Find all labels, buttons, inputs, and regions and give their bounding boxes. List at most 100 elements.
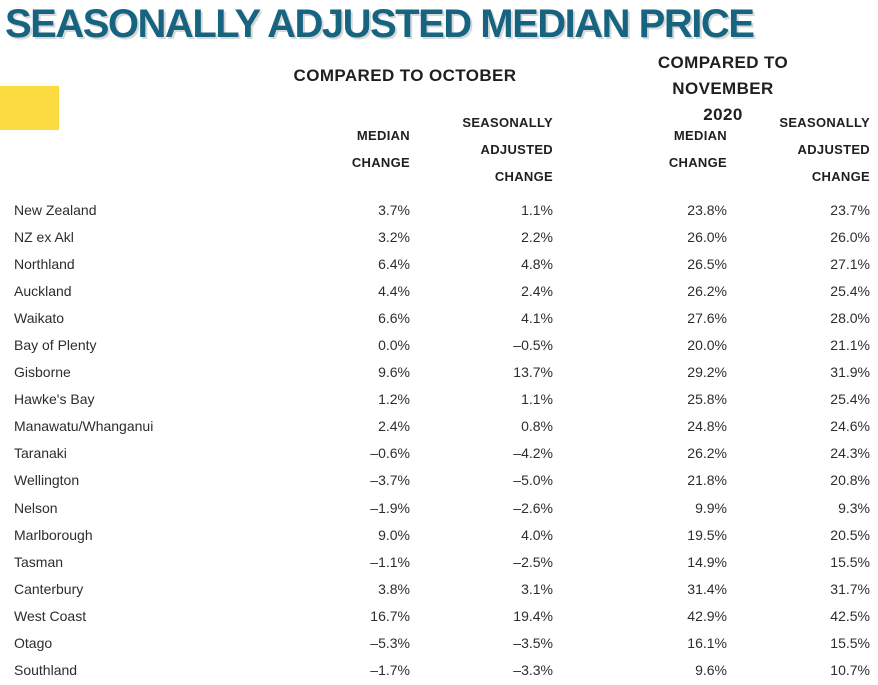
seasonally-adjusted-change-nov-value: 26.0% (830, 228, 870, 245)
region-label: Nelson (14, 499, 58, 516)
column-header-seasonally-adjusted-change-oct: SEASONALLY ADJUSTED CHANGE (462, 114, 553, 184)
column-headers-row: MEDIAN CHANGE SEASONALLY ADJUSTED CHANGE… (14, 103, 870, 195)
seasonally-adjusted-change-oct-value: –4.2% (513, 445, 553, 462)
table-row: Nelson –1.9% –2.6% 9.9% 9.3% (14, 494, 870, 521)
region-label: NZ ex Akl (14, 228, 74, 245)
median-change-nov-value: 26.5% (687, 255, 727, 272)
page-title: SEASONALLY ADJUSTED MEDIAN PRICE (5, 2, 755, 46)
table-row: West Coast 16.7% 19.4% 42.9% 42.5% (14, 602, 870, 629)
seasonally-adjusted-change-nov-value: 15.5% (830, 553, 870, 570)
seasonally-adjusted-change-nov-value: 24.6% (830, 418, 870, 435)
seasonally-adjusted-change-oct-value: 4.1% (521, 309, 553, 326)
median-change-nov-value: 26.2% (687, 445, 727, 462)
seasonally-adjusted-change-nov-value: 25.4% (830, 282, 870, 299)
seasonally-adjusted-change-oct-value: –3.5% (513, 635, 553, 652)
median-change-nov-value: 19.5% (687, 526, 727, 543)
table-row: Canterbury 3.8% 3.1% 31.4% 31.7% (14, 575, 870, 602)
seasonally-adjusted-change-nov-value: 42.5% (830, 607, 870, 624)
median-change-oct-value: –1.9% (370, 499, 410, 516)
median-change-nov-value: 20.0% (687, 337, 727, 354)
median-change-nov-value: 27.6% (687, 309, 727, 326)
region-label: Tasman (14, 553, 64, 570)
median-change-nov-value: 23.8% (687, 201, 727, 218)
median-change-oct-value: 3.7% (378, 201, 410, 218)
seasonally-adjusted-change-oct-value: –3.3% (513, 662, 553, 679)
table-row: Gisborne 9.6% 13.7% 29.2% 31.9% (14, 359, 870, 386)
median-change-oct-value: 2.4% (378, 418, 410, 435)
median-change-nov-value: 26.0% (687, 228, 727, 245)
region-label: Waikato (14, 309, 65, 326)
median-change-nov-value: 21.8% (687, 472, 727, 489)
region-label: Canterbury (14, 580, 84, 597)
region-label: Northland (14, 255, 75, 272)
median-change-oct-value: 6.6% (378, 309, 410, 326)
seasonally-adjusted-change-oct-value: 13.7% (513, 364, 553, 381)
median-change-oct-value: –0.6% (370, 445, 410, 462)
table-row: Auckland 4.4% 2.4% 26.2% 25.4% (14, 277, 870, 304)
region-label: Hawke's Bay (14, 391, 95, 408)
seasonally-adjusted-change-oct-value: 1.1% (521, 201, 553, 218)
median-change-nov-value: 14.9% (687, 553, 727, 570)
seasonally-adjusted-change-nov-value: 10.7% (830, 662, 870, 679)
table-row: Tasman –1.1% –2.5% 14.9% 15.5% (14, 548, 870, 575)
seasonally-adjusted-change-nov-value: 28.0% (830, 309, 870, 326)
seasonally-adjusted-change-oct-value: 1.1% (521, 391, 553, 408)
column-header-median-change-oct: MEDIAN CHANGE (351, 128, 410, 170)
seasonally-adjusted-change-oct-value: –2.6% (513, 499, 553, 516)
table-row: Taranaki –0.6% –4.2% 26.2% 24.3% (14, 440, 870, 467)
median-change-nov-value: 25.8% (687, 391, 727, 408)
table-row: Manawatu/Whanganui 2.4% 0.8% 24.8% 24.6% (14, 413, 870, 440)
median-change-oct-value: 9.0% (378, 526, 410, 543)
region-label: Manawatu/Whanganui (14, 418, 154, 435)
seasonally-adjusted-change-oct-value: 2.4% (521, 282, 553, 299)
region-label: New Zealand (14, 201, 97, 218)
region-label: Taranaki (14, 445, 67, 462)
seasonally-adjusted-change-nov-value: 15.5% (830, 635, 870, 652)
table-row: Hawke's Bay 1.2% 1.1% 25.8% 25.4% (14, 386, 870, 413)
group-header-compared-to-october: COMPARED TO OCTOBER (293, 66, 517, 85)
table-row: Bay of Plenty 0.0% –0.5% 20.0% 21.1% (14, 331, 870, 358)
table-row: Marlborough 9.0% 4.0% 19.5% 20.5% (14, 521, 870, 548)
region-label: Otago (14, 635, 53, 652)
region-label: Wellington (14, 472, 80, 489)
median-change-nov-value: 24.8% (687, 418, 727, 435)
seasonally-adjusted-change-oct-value: 0.8% (521, 418, 553, 435)
table-row: Wellington –3.7% –5.0% 21.8% 20.8% (14, 467, 870, 494)
median-change-nov-value: 31.4% (687, 580, 727, 597)
seasonally-adjusted-change-nov-value: 20.8% (830, 472, 870, 489)
seasonally-adjusted-change-nov-value: 24.3% (830, 445, 870, 462)
seasonally-adjusted-change-nov-value: 31.9% (830, 364, 870, 381)
column-header-median-change-nov: MEDIAN CHANGE (668, 128, 727, 170)
table-row: Waikato 6.6% 4.1% 27.6% 28.0% (14, 304, 870, 331)
median-change-oct-value: 0.0% (378, 337, 410, 354)
column-header-seasonally-adjusted-change-nov: SEASONALLY ADJUSTED CHANGE (779, 114, 870, 184)
table-row: Southland –1.7% –3.3% 9.6% 10.7% (14, 657, 870, 684)
seasonally-adjusted-change-nov-value: 25.4% (830, 391, 870, 408)
seasonally-adjusted-change-oct-value: 4.8% (521, 255, 553, 272)
median-change-oct-value: 1.2% (378, 391, 410, 408)
region-label: Bay of Plenty (14, 337, 97, 354)
median-change-oct-value: 16.7% (370, 607, 410, 624)
region-label: Gisborne (14, 364, 71, 381)
seasonally-adjusted-change-oct-value: 2.2% (521, 228, 553, 245)
seasonally-adjusted-change-nov-value: 31.7% (830, 580, 870, 597)
median-change-oct-value: –5.3% (370, 635, 410, 652)
median-change-oct-value: 9.6% (378, 364, 410, 381)
median-change-oct-value: 3.8% (378, 580, 410, 597)
region-label: Auckland (14, 282, 72, 299)
median-change-oct-value: 6.4% (378, 255, 410, 272)
region-label: West Coast (14, 607, 87, 624)
seasonally-adjusted-change-nov-value: 20.5% (830, 526, 870, 543)
seasonally-adjusted-change-nov-value: 9.3% (838, 499, 870, 516)
table-row: New Zealand 3.7% 1.1% 23.8% 23.7% (14, 196, 870, 223)
yellow-accent-block (0, 86, 59, 130)
region-label: Southland (14, 662, 78, 679)
table-row: Otago –5.3% –3.5% 16.1% 15.5% (14, 630, 870, 657)
median-change-nov-value: 29.2% (687, 364, 727, 381)
median-change-oct-value: –3.7% (370, 472, 410, 489)
seasonally-adjusted-change-oct-value: 19.4% (513, 607, 553, 624)
median-change-nov-value: 9.6% (695, 662, 727, 679)
median-change-oct-value: 3.2% (378, 228, 410, 245)
table-row: NZ ex Akl 3.2% 2.2% 26.0% 26.0% (14, 223, 870, 250)
